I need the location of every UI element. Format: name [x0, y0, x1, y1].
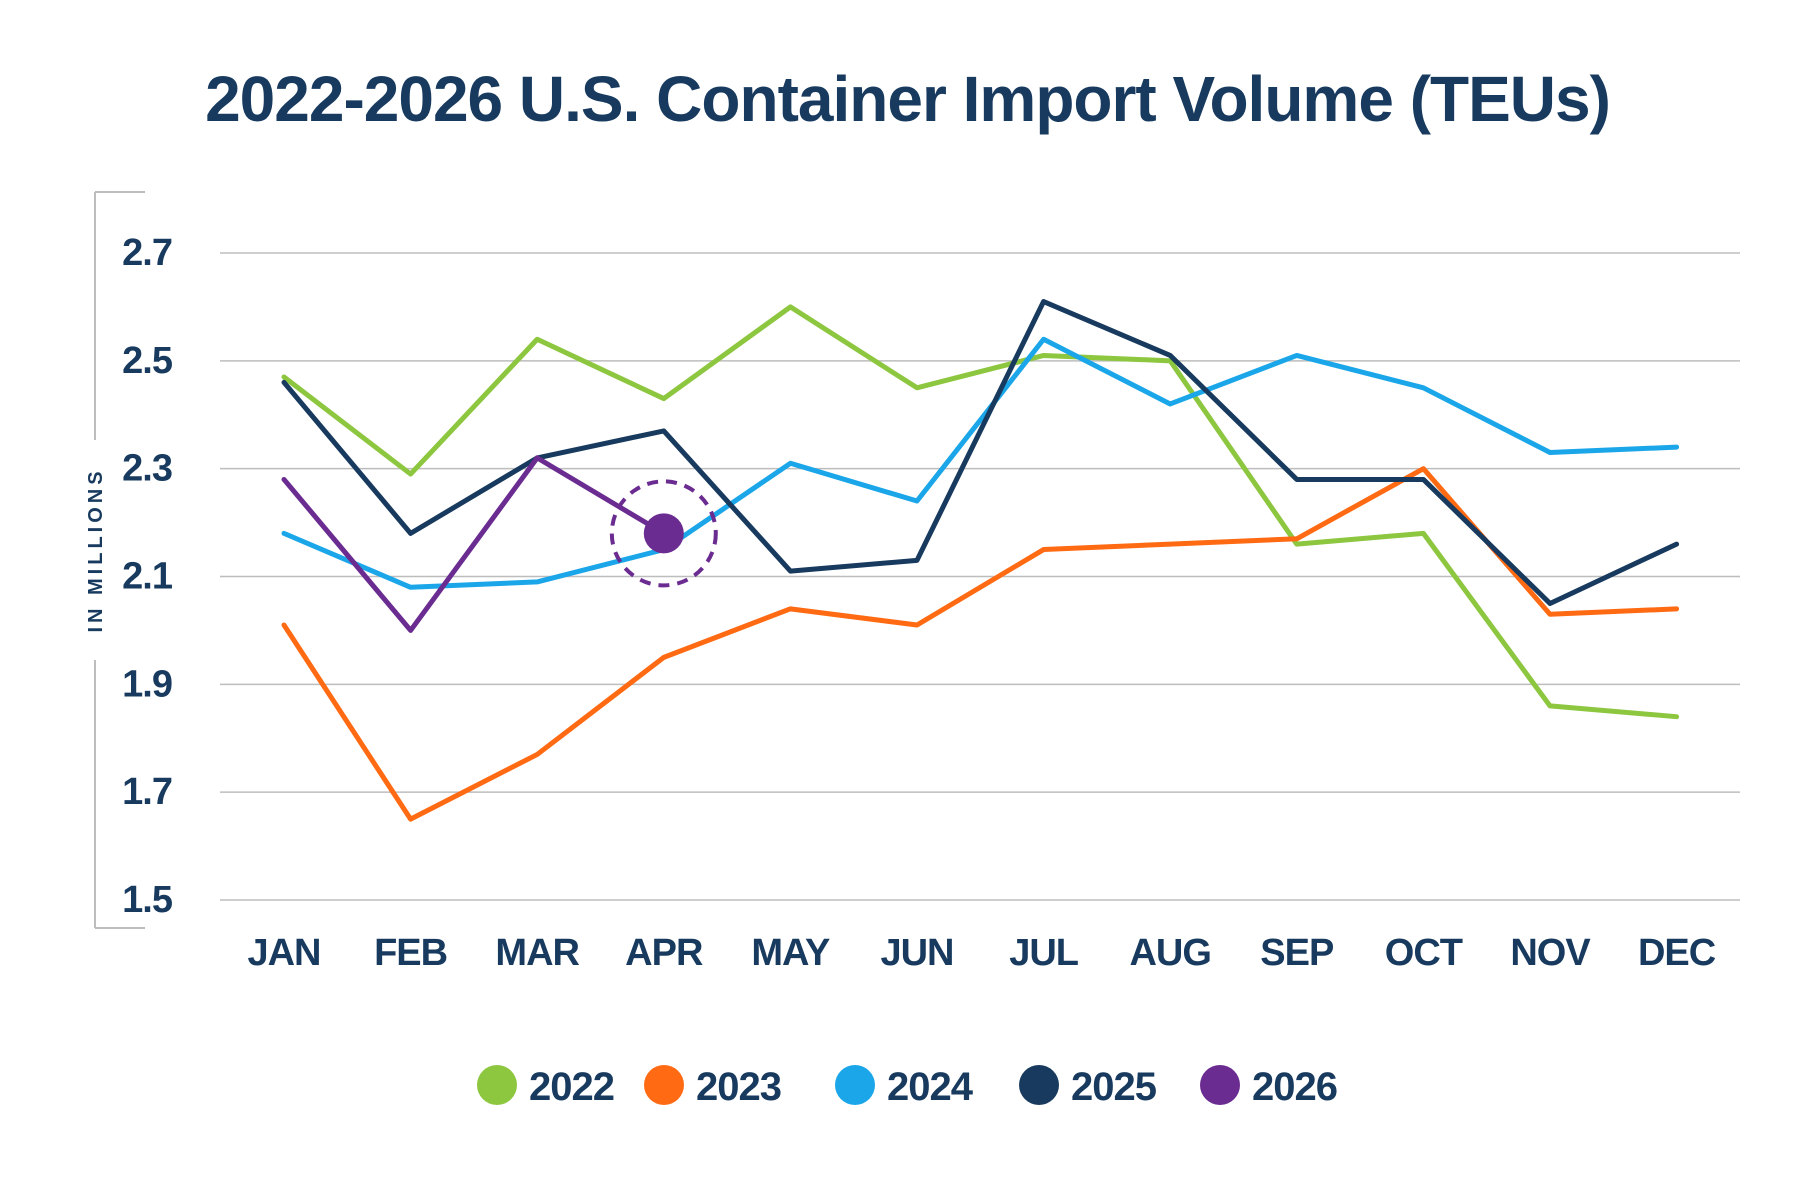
highlight-point	[643, 513, 684, 554]
legend-marker-2026	[1200, 1065, 1240, 1105]
legend-marker-2022	[477, 1065, 517, 1105]
series-line-2026	[281, 455, 667, 633]
x-tick-label: SEP	[1260, 932, 1334, 974]
x-tick-label: MAR	[495, 932, 579, 974]
x-tick-label: NOV	[1510, 932, 1591, 974]
x-tick-labels: JAN FEB MAR APR MAY JUN JUL AUG SEP OCT NOV DEC	[247, 932, 1716, 974]
y-axis-label: IN MILLIONS	[85, 467, 107, 632]
legend-marker-2025	[1019, 1065, 1059, 1105]
y-tick-labels: 2.7 2.5 2.3 2.1 1.9 1.7 1.5	[122, 232, 174, 921]
legend-label: 2025	[1071, 1065, 1157, 1109]
y-tick-label: 2.5	[122, 340, 173, 382]
series-lines	[281, 299, 1680, 822]
y-tick-label: 2.1	[122, 556, 173, 598]
legend-label: 2024	[887, 1065, 974, 1109]
series-line-2025	[281, 299, 1680, 606]
gridlines	[220, 252, 1740, 901]
legend-label: 2022	[529, 1065, 614, 1109]
series-line-2022	[281, 304, 1680, 720]
x-tick-label: MAY	[751, 932, 830, 974]
series-line-2024	[281, 336, 1680, 590]
y-tick-label: 1.7	[122, 771, 172, 813]
x-tick-label: FEB	[374, 932, 447, 974]
y-tick-label: 1.5	[122, 879, 173, 921]
x-tick-label: JUL	[1009, 932, 1079, 974]
legend-marker-2024	[835, 1065, 875, 1105]
x-tick-label: AUG	[1129, 932, 1210, 974]
legend-label: 2026	[1252, 1065, 1337, 1109]
highlight-ring	[609, 479, 718, 588]
legend-marker-2023	[644, 1065, 684, 1105]
y-tick-label: 2.7	[122, 232, 172, 274]
y-axis: IN MILLIONS	[85, 191, 145, 929]
x-tick-label: OCT	[1385, 932, 1463, 974]
x-tick-label: DEC	[1638, 932, 1716, 974]
series-line-2023	[281, 466, 1680, 822]
y-tick-label: 2.3	[122, 448, 172, 490]
x-tick-label: APR	[625, 932, 703, 974]
legend: 2022 2023 2024 2025 2026	[477, 1065, 1338, 1109]
x-tick-label: JUN	[880, 932, 953, 974]
x-tick-label: JAN	[247, 932, 320, 974]
chart-title: 2022-2026 U.S. Container Import Volume (…	[205, 63, 1611, 135]
legend-label: 2023	[696, 1065, 781, 1109]
y-tick-label: 1.9	[122, 663, 172, 705]
